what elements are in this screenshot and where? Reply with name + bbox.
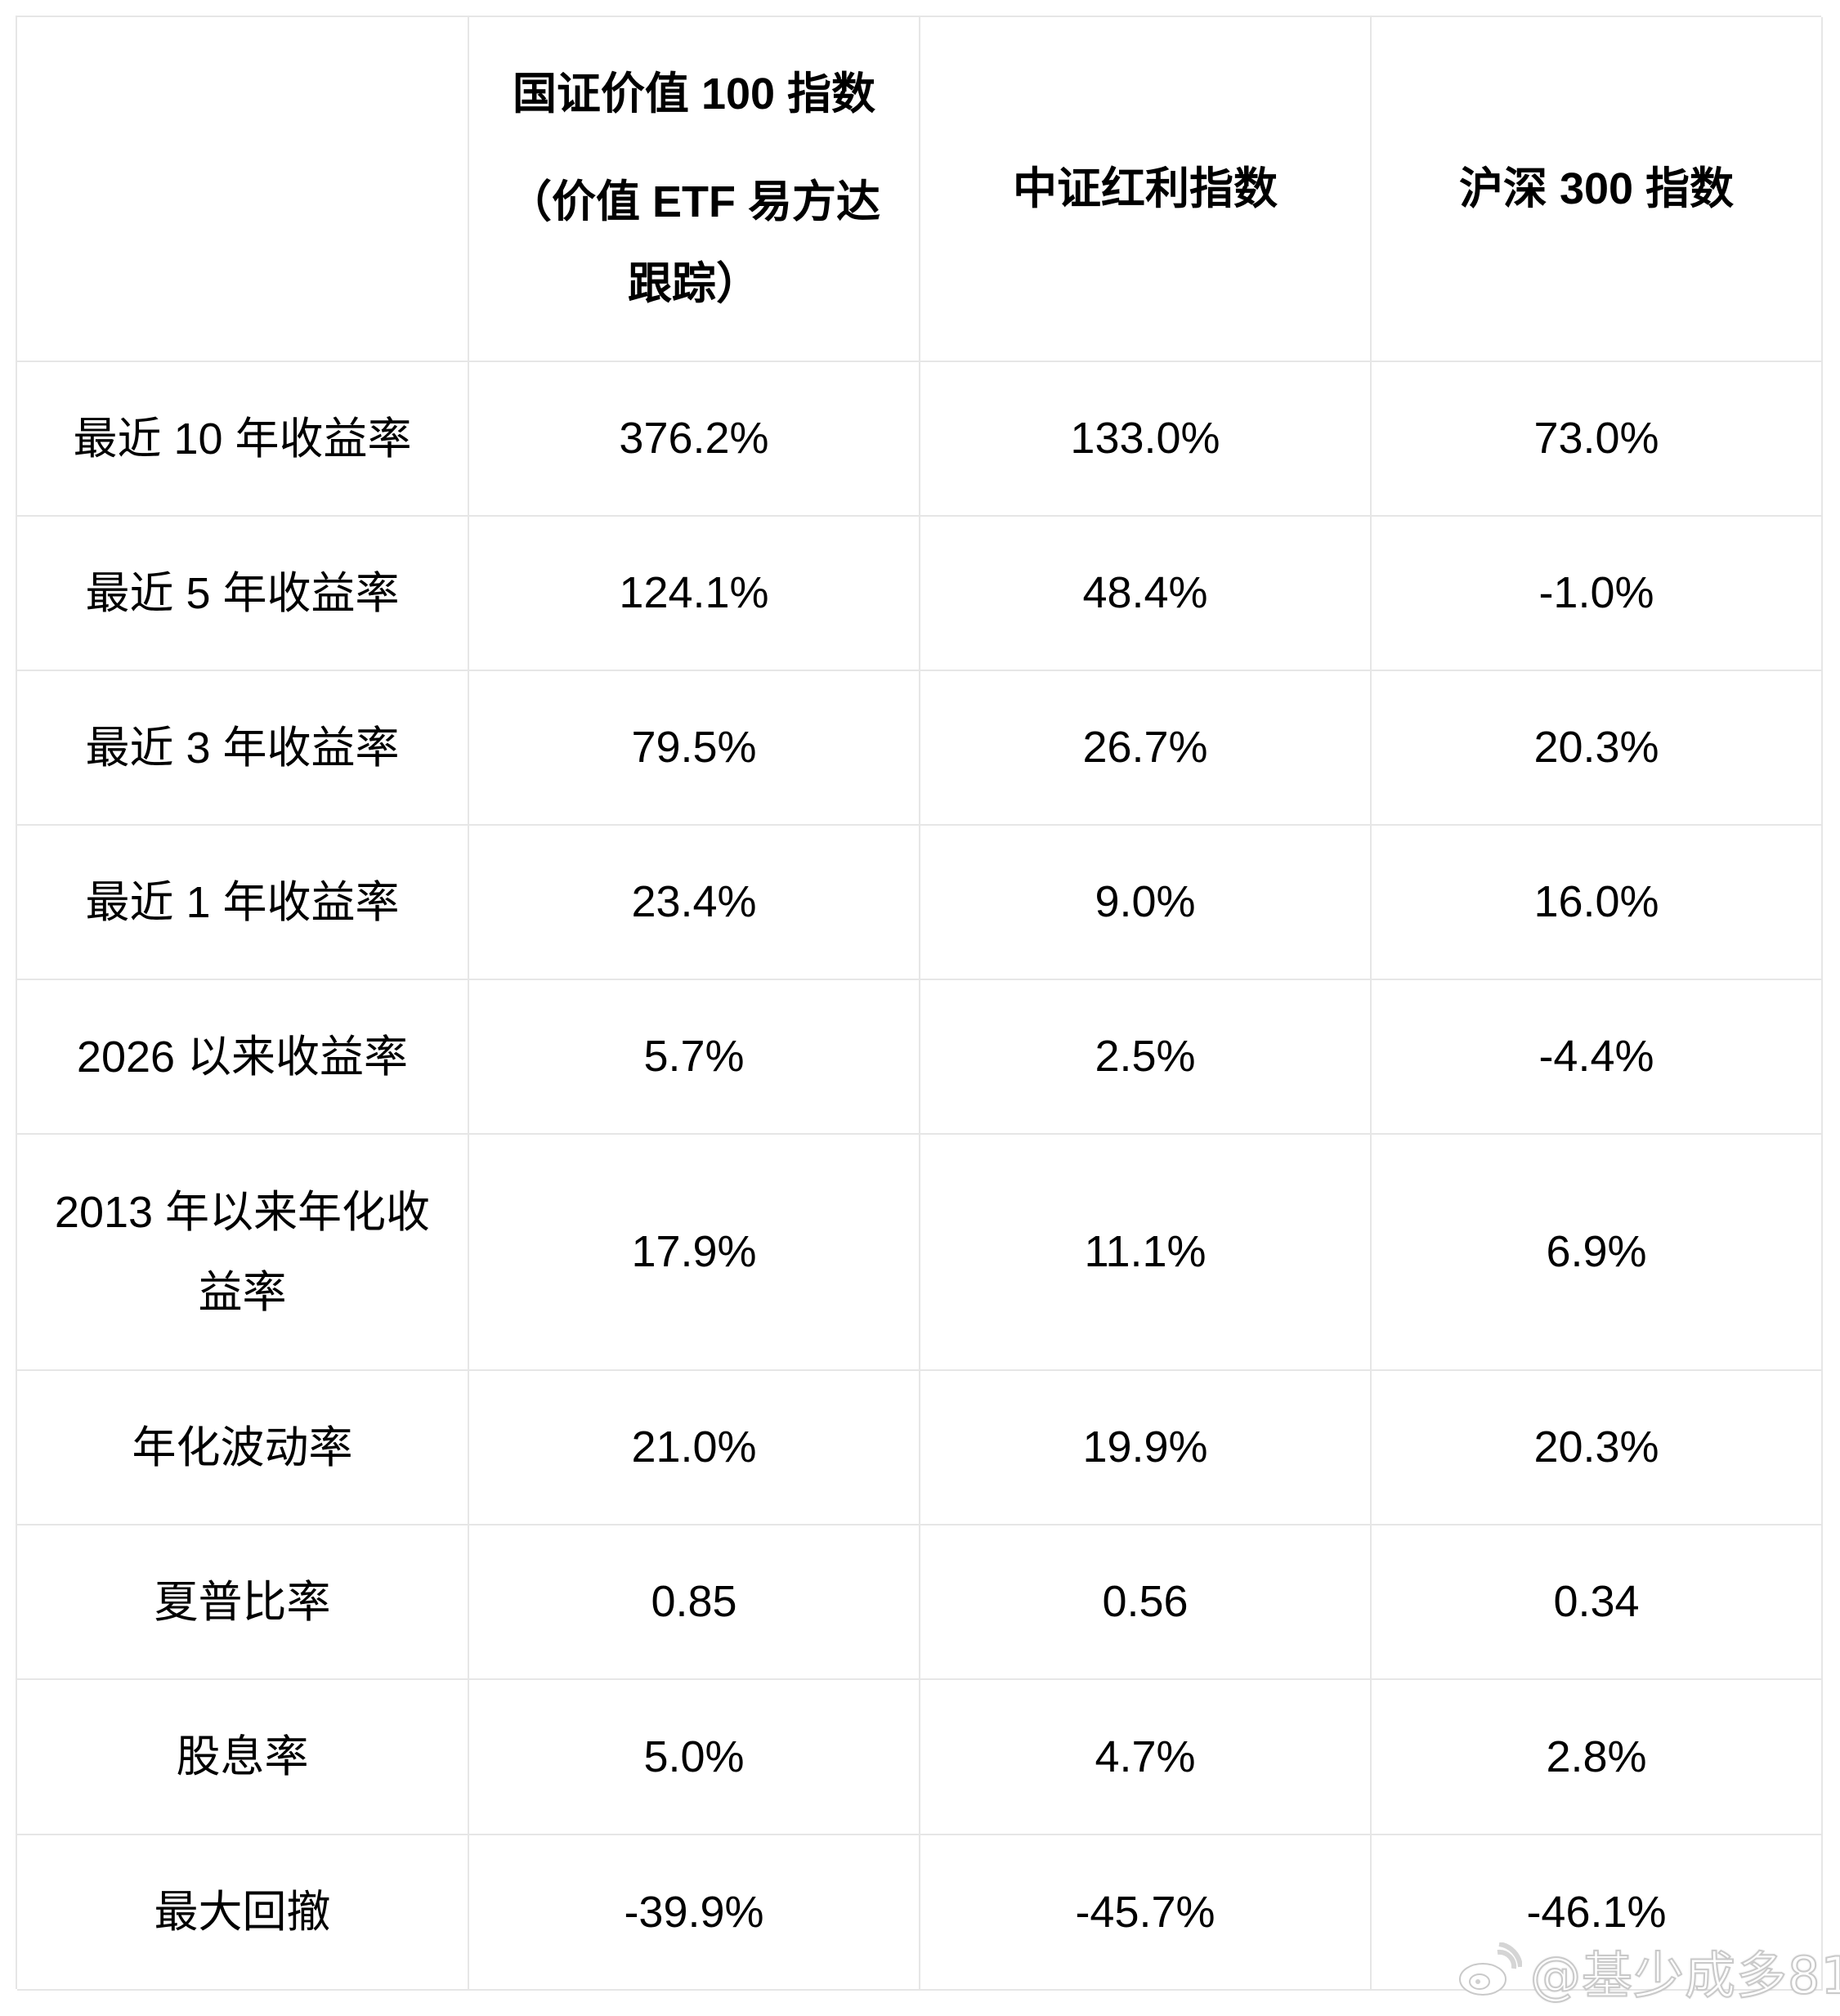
table-cell: 9.0%: [920, 826, 1372, 980]
table-cell: -46.1%: [1372, 1835, 1823, 1991]
table-cell: 0.34: [1372, 1525, 1823, 1680]
row-label: 最近 5 年收益率: [17, 517, 469, 671]
table-cell: 17.9%: [469, 1135, 920, 1371]
table-cell: 48.4%: [920, 517, 1372, 671]
table-cell: 4.7%: [920, 1680, 1372, 1835]
row-label: 年化波动率: [17, 1371, 469, 1525]
table-cell: 124.1%: [469, 517, 920, 671]
table-cell: 23.4%: [469, 826, 920, 980]
header-value100-subtitle: （价值 ETF 易方达跟踪）: [508, 177, 880, 308]
table-cell: 20.3%: [1372, 1371, 1823, 1525]
table-cell: 133.0%: [920, 362, 1372, 517]
table-cell: 0.85: [469, 1525, 920, 1680]
row-label: 股息率: [17, 1680, 469, 1835]
row-label: 夏普比率: [17, 1525, 469, 1680]
table-cell: 26.7%: [920, 671, 1372, 826]
table-cell: 376.2%: [469, 362, 920, 517]
table-cell: -45.7%: [920, 1835, 1372, 1991]
header-cell-csi300: 沪深 300 指数: [1372, 17, 1823, 362]
table-cell: 21.0%: [469, 1371, 920, 1525]
row-label: 2013 年以来年化收益率: [17, 1135, 469, 1371]
row-label: 最近 3 年收益率: [17, 671, 469, 826]
row-label: 最近 1 年收益率: [17, 826, 469, 980]
table-cell: -39.9%: [469, 1835, 920, 1991]
table-cell: 73.0%: [1372, 362, 1823, 517]
table-cell: -1.0%: [1372, 517, 1823, 671]
header-csi300-title: 沪深 300 指数: [1458, 164, 1735, 213]
table-cell: 79.5%: [469, 671, 920, 826]
header-cell-value100: 国证价值 100 指数 （价值 ETF 易方达跟踪）: [469, 17, 920, 362]
row-label: 最大回撤: [17, 1835, 469, 1991]
table-cell: 20.3%: [1372, 671, 1823, 826]
table-cell: 5.7%: [469, 980, 920, 1135]
table-cell: 2.5%: [920, 980, 1372, 1135]
table-cell: 19.9%: [920, 1371, 1372, 1525]
table-cell: 6.9%: [1372, 1135, 1823, 1371]
header-cell-dividend: 中证红利指数: [920, 17, 1372, 362]
table-cell: -4.4%: [1372, 980, 1823, 1135]
index-comparison-table: 国证价值 100 指数 （价值 ETF 易方达跟踪） 中证红利指数 沪深 300…: [16, 16, 1823, 1991]
row-label: 最近 10 年收益率: [17, 362, 469, 517]
table-cell: 16.0%: [1372, 826, 1823, 980]
header-cell-empty: [17, 17, 469, 362]
table-cell: 5.0%: [469, 1680, 920, 1835]
table-cell: 0.56: [920, 1525, 1372, 1680]
row-label: 2026 以来收益率: [17, 980, 469, 1135]
header-value100-title: 国证价值 100 指数: [512, 69, 876, 119]
header-dividend-title: 中证红利指数: [1013, 164, 1278, 213]
table-cell: 11.1%: [920, 1135, 1372, 1371]
table-cell: 2.8%: [1372, 1680, 1823, 1835]
